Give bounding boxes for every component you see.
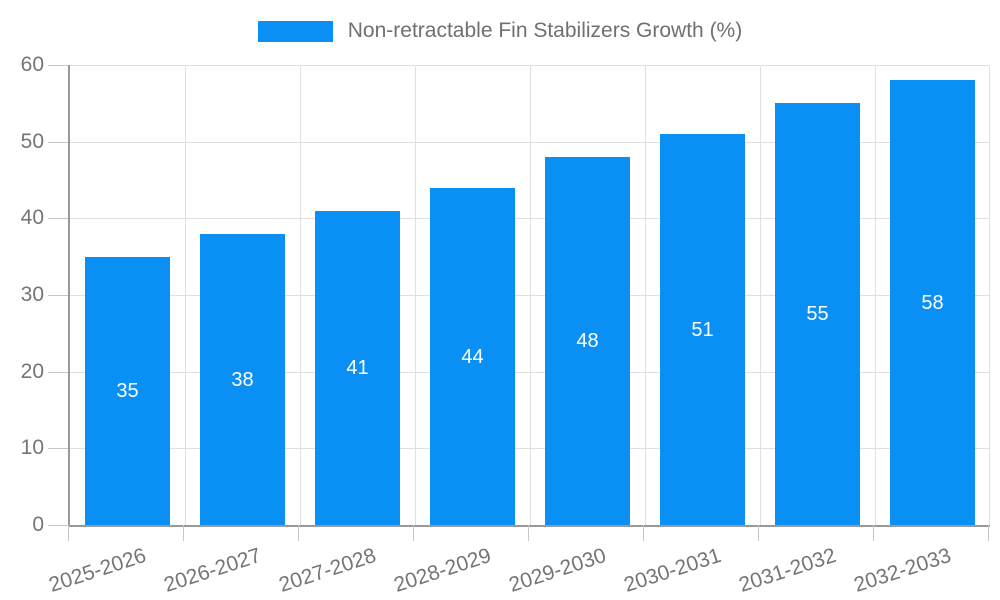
y-tick-mark	[48, 525, 68, 526]
x-tick-label: 2030-2031	[621, 543, 724, 597]
bar-2027-2028[interactable]: 41	[315, 211, 400, 525]
x-tick-mark	[528, 525, 529, 541]
y-tick-label: 60	[20, 53, 44, 76]
y-tick-label: 20	[20, 359, 44, 383]
bar-value-label: 35	[116, 380, 139, 402]
bar-value-label: 38	[231, 369, 254, 391]
plot-area: 35 38 41 44 48 51 55 58	[68, 65, 990, 527]
v-gridline	[300, 65, 301, 525]
y-tick-mark	[48, 295, 68, 296]
v-gridline	[415, 65, 416, 525]
y-tick-label: 40	[20, 206, 44, 230]
bar-2026-2027[interactable]: 38	[200, 234, 285, 525]
bar-value-label: 55	[806, 303, 829, 325]
y-tick-mark	[48, 141, 68, 143]
x-tick-mark	[988, 525, 989, 541]
bar-value-label: 41	[346, 357, 369, 379]
legend-label: Non-retractable Fin Stabilizers Growth (…	[347, 19, 743, 42]
v-gridline	[185, 65, 186, 525]
v-gridline	[875, 65, 876, 525]
bar-2029-2030[interactable]: 48	[545, 157, 630, 525]
x-tick-label: 2032-2033	[851, 543, 954, 597]
x-tick-label: 2031-2032	[736, 543, 839, 597]
x-tick-mark	[873, 525, 874, 541]
bar-2030-2031[interactable]: 51	[660, 134, 745, 525]
x-tick-mark	[413, 525, 414, 541]
bar-value-label: 44	[461, 346, 484, 368]
x-tick-label: 2026-2027	[161, 543, 264, 597]
bar-value-label: 51	[691, 319, 714, 341]
bar-value-label: 48	[576, 330, 599, 352]
y-tick-label: 10	[20, 436, 44, 460]
bar-2025-2026[interactable]: 35	[85, 257, 170, 525]
y-tick-mark	[48, 448, 68, 450]
x-tick-label: 2025-2026	[46, 543, 149, 597]
x-tick-mark	[183, 525, 184, 541]
y-tick-label: 0	[32, 513, 44, 536]
v-gridline	[760, 65, 761, 525]
x-tick-label: 2029-2030	[506, 543, 609, 597]
v-gridline	[645, 65, 646, 525]
bar-2032-2033[interactable]: 58	[890, 80, 975, 525]
y-tick-mark	[48, 65, 68, 66]
x-tick-mark	[68, 525, 69, 541]
bar-value-label: 58	[921, 292, 944, 314]
x-tick-mark	[298, 525, 299, 541]
legend[interactable]: Non-retractable Fin Stabilizers Growth (…	[0, 19, 1000, 43]
x-tick-mark	[643, 525, 644, 541]
y-tick-label: 50	[20, 129, 44, 153]
bar-2028-2029[interactable]: 44	[430, 188, 515, 525]
v-gridline	[530, 65, 531, 525]
legend-swatch	[257, 20, 333, 42]
y-tick-label: 30	[20, 283, 44, 306]
y-tick-mark	[48, 218, 68, 220]
x-tick-label: 2027-2028	[276, 543, 379, 597]
y-tick-mark	[48, 371, 68, 373]
x-tick-mark	[758, 525, 759, 541]
bar-2031-2032[interactable]: 55	[775, 103, 860, 525]
x-tick-label: 2028-2029	[391, 543, 494, 597]
v-gridline	[989, 65, 990, 525]
